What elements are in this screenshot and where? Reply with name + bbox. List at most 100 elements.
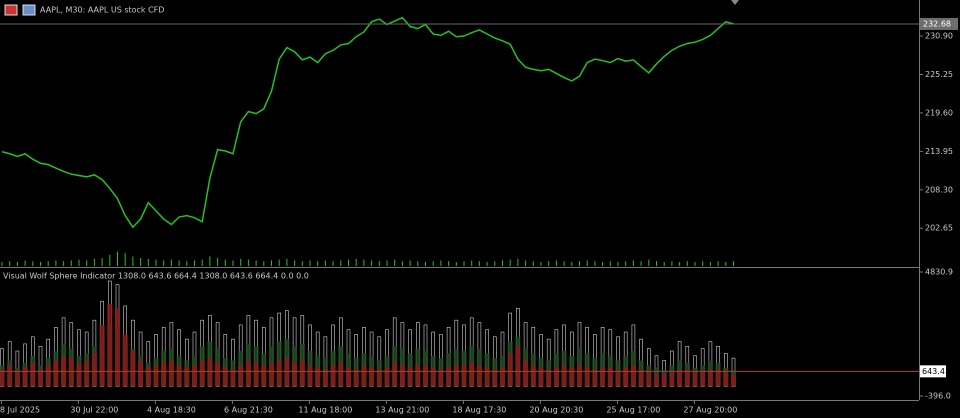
indicator-bar [446, 367, 452, 387]
indicator-bar [346, 367, 351, 387]
indicator-bar [184, 367, 190, 387]
volume-bar [694, 262, 696, 266]
y-tick-label: 202.65 [925, 224, 953, 233]
indicator-bar [592, 369, 598, 387]
indicator-bar [476, 365, 482, 387]
y-tick-label: 225.25 [925, 70, 953, 79]
indicator-bar [607, 367, 613, 387]
indicator-bar [600, 367, 606, 387]
volume-bar [563, 261, 565, 266]
indicator-bar [469, 362, 475, 387]
volume-bar [232, 260, 234, 266]
volume-bar [194, 260, 195, 266]
volume-bar [47, 261, 49, 266]
indicator-bar [538, 367, 544, 387]
volume-bar [571, 262, 573, 266]
indicator-bar [661, 374, 667, 387]
level-label: 643.4 [922, 367, 945, 376]
volume-bar [478, 261, 480, 266]
indicator-bar [245, 360, 251, 387]
indicator-bar [423, 365, 428, 387]
indicator-bar [38, 369, 43, 387]
indicator-title: Visual Wolf Sphere Indicator 1308.0 643.… [3, 272, 309, 281]
volume-bar [209, 256, 211, 266]
volume-bar [686, 261, 688, 266]
indicator-bar [369, 367, 375, 387]
indicator-bar [407, 367, 413, 387]
indicator-bar [731, 374, 736, 387]
indicator-bar [399, 365, 405, 387]
volume-bar [86, 260, 88, 266]
volume-bar [617, 262, 619, 266]
indicator-bar [507, 353, 513, 387]
volume-bar [717, 261, 719, 266]
x-tick-label: 6 Aug 21:30 [224, 406, 273, 415]
indicator-bar [553, 367, 559, 387]
volume-bar [186, 261, 188, 266]
volume-bar [525, 260, 527, 266]
volume-bar [32, 261, 34, 266]
indicator-bar [707, 369, 713, 387]
indicator-bar [376, 369, 382, 387]
volume-bar [117, 251, 118, 266]
volume-bar [348, 259, 349, 266]
indicator-bar [638, 369, 644, 387]
volume-bar [286, 258, 288, 266]
indicator-bar [115, 308, 120, 387]
indicator-bar [461, 365, 467, 387]
indicator-bar [677, 369, 683, 387]
indicator-bar [361, 365, 367, 387]
volume-bar [163, 260, 165, 266]
volume-bar [101, 258, 103, 266]
indicator-bar [438, 369, 444, 387]
volume-bar [632, 260, 634, 266]
volume-bar [70, 260, 72, 266]
indicator-bar [30, 362, 36, 387]
volume-bar [178, 260, 180, 266]
indicator-bar [723, 372, 729, 387]
volume-bar [93, 258, 95, 266]
indicator-bar [138, 360, 144, 387]
volume-bar [540, 262, 542, 266]
indicator-bar [7, 365, 13, 387]
x-tick-label: 13 Aug 21:00 [375, 406, 429, 415]
indicator-bar [145, 367, 151, 387]
volume-bar [170, 259, 172, 266]
y-tick-label: 230.90 [925, 32, 953, 41]
volume-bar [109, 254, 111, 266]
indicator-bar [238, 365, 244, 387]
volume-bar [24, 260, 26, 266]
indicator-bar [253, 362, 259, 387]
indicator-bar [91, 353, 97, 387]
volume-bar [648, 259, 650, 266]
y-tick-label: 219.60 [925, 108, 953, 117]
x-tick-label: 27 Aug 20:00 [683, 406, 737, 415]
indicator-bar [99, 324, 105, 387]
indicator-bar [14, 372, 20, 387]
indicator-bar [76, 362, 82, 387]
indicator-bar [484, 367, 490, 387]
indicator-bar [315, 367, 321, 387]
x-tick-label: 28 Jul 2025 [0, 406, 40, 415]
x-tick-label: 11 Aug 18:00 [298, 406, 352, 415]
indicator-bar [215, 362, 221, 387]
volume-bar [417, 261, 419, 266]
indicator-bar [430, 367, 436, 387]
volume-bar [471, 260, 473, 266]
volume-bar [124, 253, 126, 266]
volume-bar [263, 261, 265, 266]
volume-bar [217, 258, 219, 266]
indicator-bar [338, 362, 344, 387]
volume-bar [317, 261, 319, 266]
indicator-bar [384, 367, 390, 387]
indicator-bar [261, 365, 267, 387]
indicator-bar [715, 369, 721, 387]
y-tick-label: 208.30 [925, 185, 953, 194]
volume-bar [509, 259, 511, 266]
indicator-bar [500, 367, 505, 387]
indicator-bar [623, 367, 629, 387]
indicator-bar [161, 362, 167, 387]
indicator-bar [276, 360, 282, 387]
volume-bar [733, 261, 734, 266]
volume-bar [548, 261, 550, 266]
